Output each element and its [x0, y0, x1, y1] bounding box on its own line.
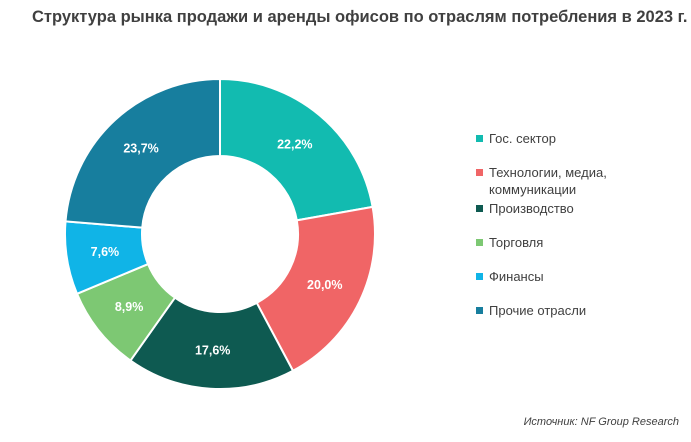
source-note: Источник: NF Group Research: [523, 416, 679, 428]
legend-item-5: Финансы: [476, 268, 676, 285]
slice-label-4: 8,9%: [115, 300, 144, 314]
legend-label: Прочие отрасли: [489, 303, 587, 318]
slice-2: [255, 205, 376, 373]
legend-item-3: Производство: [476, 200, 676, 217]
slice-label-1: 22,2%: [277, 138, 312, 152]
legend-item-1: Гос. сектор: [476, 130, 676, 147]
legend-item-2: Технологии, медиа, коммуникации: [476, 164, 676, 198]
slice-label-3: 17,6%: [195, 343, 230, 357]
legend-swatch: [476, 239, 483, 246]
slices-group: [64, 77, 376, 390]
legend-swatch: [476, 205, 483, 212]
legend-label: Производство: [489, 201, 574, 216]
legend-label: Гос. сектор: [489, 131, 556, 146]
legend-label: Технологии, медиа, коммуникации: [489, 165, 607, 197]
legend-item-6: Прочие отрасли: [476, 302, 676, 319]
slice-1: [219, 77, 374, 222]
legend-swatch: [476, 169, 483, 176]
slice-6: [64, 77, 221, 229]
legend-swatch: [476, 135, 483, 142]
labels-group: 22,2% 20,0% 17,6% 8,9% 7,6% 23,7%: [91, 138, 343, 358]
slice-3: [129, 296, 295, 390]
legend-swatch: [476, 273, 483, 280]
legend-item-4: Торговля: [476, 234, 676, 251]
legend-label: Торговля: [489, 235, 544, 250]
legend-swatch: [476, 307, 483, 314]
slice-label-2: 20,0%: [307, 278, 342, 292]
slice-label-5: 7,6%: [91, 245, 120, 259]
chart-title: Структура рынка продажи и аренды офисов …: [32, 8, 688, 26]
legend-label: Финансы: [489, 269, 544, 284]
slice-label-6: 23,7%: [123, 141, 158, 155]
